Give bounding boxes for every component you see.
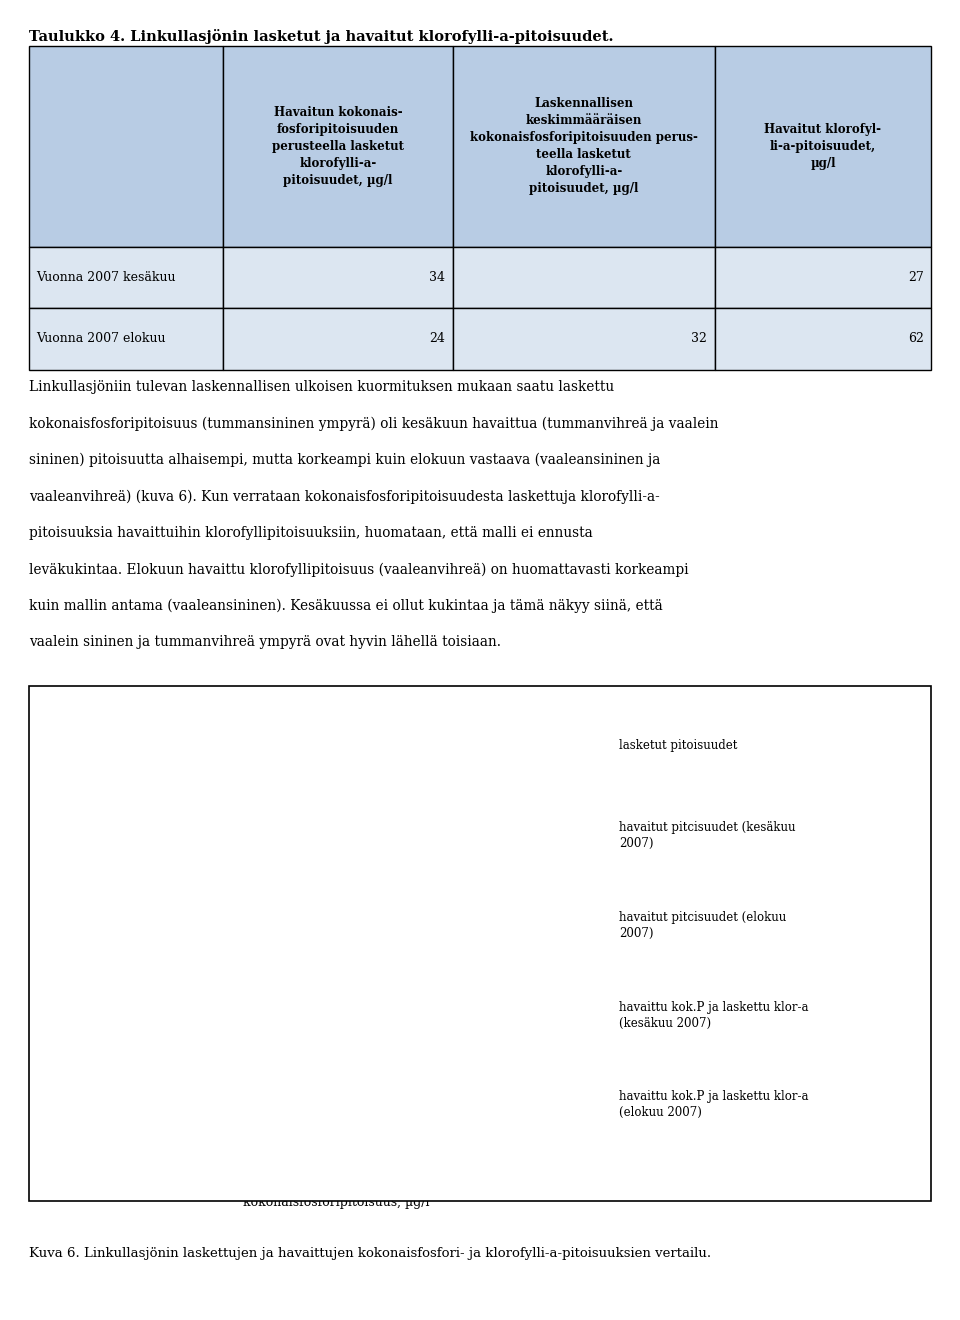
Text: 34: 34 xyxy=(429,271,445,284)
Text: Taulukko 4. Linkullasjönin lasketut ja havaitut klorofylli-a-pitoisuudet.: Taulukko 4. Linkullasjönin lasketut ja h… xyxy=(29,29,613,44)
Text: sininen) pitoisuutta alhaisempi, mutta korkeampi kuin elokuun vastaava (vaaleans: sininen) pitoisuutta alhaisempi, mutta k… xyxy=(29,453,660,467)
Text: lasketut pitoisuudet: lasketut pitoisuudet xyxy=(619,739,737,752)
Text: Vuonna 2007 kesäkuu: Vuonna 2007 kesäkuu xyxy=(36,271,176,284)
Point xyxy=(467,1005,482,1026)
Text: 27: 27 xyxy=(908,271,924,284)
Point xyxy=(461,975,476,997)
Text: Laskennallisen
keskimmääräisen
kokonaisfosforipitoisuuden perus-
teella lasketut: Laskennallisen keskimmääräisen kokonaisf… xyxy=(469,98,698,195)
Point xyxy=(371,805,386,826)
Text: 62: 62 xyxy=(907,333,924,346)
Text: kokonaisfosforipitoisuus (tummansininen ympyrä) oli kesäkuun havaittua (tummanvi: kokonaisfosforipitoisuus (tummansininen … xyxy=(29,417,718,432)
Text: leväkukintaa. Elokuun havaittu klorofyllipitoisuus (vaaleanvihreä) on huomattava: leväkukintaa. Elokuun havaittu klorofyll… xyxy=(29,562,688,577)
Text: kuin mallin antama (vaaleansininen). Kesäkuussa ei ollut kukintaa ja tämä näkyy : kuin mallin antama (vaaleansininen). Kes… xyxy=(29,599,662,614)
Point xyxy=(478,964,493,985)
Text: havaittu kok.P ja laskettu klor-a
(kesäkuu 2007): havaittu kok.P ja laskettu klor-a (kesäk… xyxy=(619,1001,808,1030)
Text: Havaitut klorofyl-
li-a-pitoisuudet,
µg/l: Havaitut klorofyl- li-a-pitoisuudet, µg/… xyxy=(764,123,881,170)
Text: vaalein sininen ja tummanvihreä ympyrä ovat hyvin lähellä toisiaan.: vaalein sininen ja tummanvihreä ympyrä o… xyxy=(29,635,501,649)
Text: vaaleanvihreä) (kuva 6). Kun verrataan kokonaisfosforipitoisuudesta laskettuja k: vaaleanvihreä) (kuva 6). Kun verrataan k… xyxy=(29,490,660,504)
Text: havaittu kok.P ja laskettu klor-a
(elokuu 2007): havaittu kok.P ja laskettu klor-a (eloku… xyxy=(619,1090,808,1119)
Point xyxy=(596,734,612,755)
Point xyxy=(596,824,612,845)
Y-axis label: klorofylli-a-pitoisuus, µg/l: klorofylli-a-pitoisuus, µg/l xyxy=(52,859,64,1022)
X-axis label: kokonaisfosforipitoisuus, µg/l: kokonaisfosforipitoisuus, µg/l xyxy=(243,1196,429,1209)
Text: 24: 24 xyxy=(429,333,445,346)
Text: pitoisuuksia havaittuihin klorofyllipitoisuuksiin, huomataan, että malli ei ennu: pitoisuuksia havaittuihin klorofyllipito… xyxy=(29,527,592,540)
Point xyxy=(232,1022,248,1043)
Text: Vuonna 2007 elokuu: Vuonna 2007 elokuu xyxy=(36,333,166,346)
Point xyxy=(596,1093,612,1114)
Text: havaitut pitcisuudet (kesäkuu
2007): havaitut pitcisuudet (kesäkuu 2007) xyxy=(619,821,796,850)
Point xyxy=(596,1003,612,1024)
Text: Havaitun kokonais-
fosforipitoisuuden
perusteella lasketut
klorofylli-a-
pitoisu: Havaitun kokonais- fosforipitoisuuden pe… xyxy=(272,106,404,187)
Text: Linkullasjöniin tulevan laskennallisen ulkoisen kuormituksen mukaan saatu lasket: Linkullasjöniin tulevan laskennallisen u… xyxy=(29,380,614,395)
Point xyxy=(596,913,612,935)
Text: Kuva 6. Linkullasjönin laskettujen ja havaittujen kokonaisfosfori- ja klorofylli: Kuva 6. Linkullasjönin laskettujen ja ha… xyxy=(29,1247,711,1261)
Text: 32: 32 xyxy=(691,333,707,346)
Text: havaitut pitcisuudet (elokuu
2007): havaitut pitcisuudet (elokuu 2007) xyxy=(619,911,786,940)
